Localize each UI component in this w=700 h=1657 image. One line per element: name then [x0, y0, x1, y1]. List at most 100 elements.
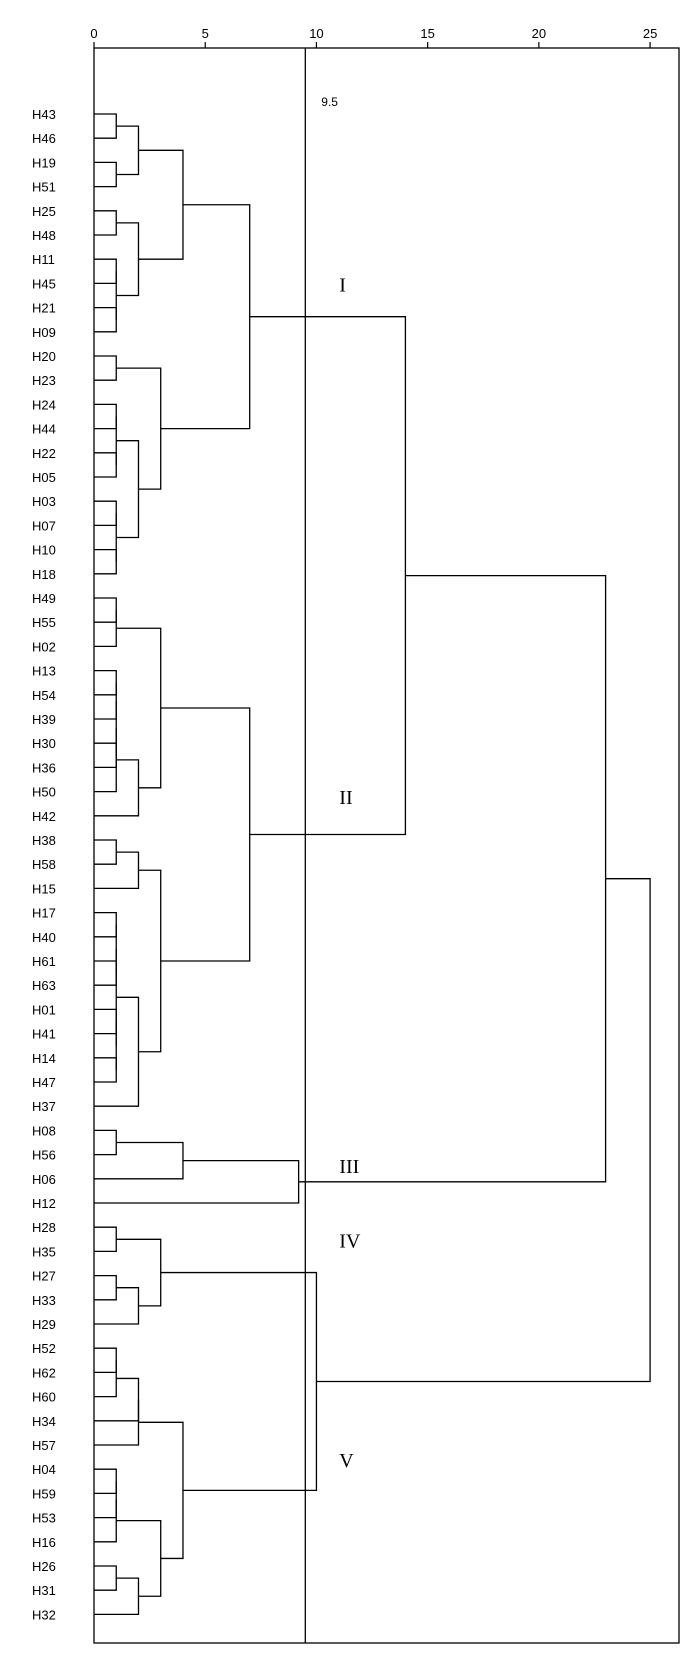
leaf-label-h07: H07 [32, 518, 56, 533]
leaf-label-h54: H54 [32, 688, 56, 703]
dendrogram-link-m16 [116, 440, 140, 539]
cluster-label-4: IV [339, 1230, 361, 1252]
x-tick-label: 10 [309, 26, 323, 41]
leaf-label-h46: H46 [32, 131, 56, 146]
leaf-label-h17: H17 [32, 906, 56, 921]
dendrogram-link-m13 [94, 500, 117, 527]
dendrogram-link-m19 [94, 597, 117, 623]
leaf-label-h26: H26 [32, 1559, 56, 1574]
dendrogram-link-m33 [94, 1008, 117, 1035]
leaf-label-h31: H31 [32, 1583, 56, 1598]
leaf-label-h02: H02 [32, 639, 56, 654]
leaf-label-h12: H12 [32, 1196, 56, 1211]
leaf-label-h58: H58 [32, 857, 56, 872]
leaf-label-h51: H51 [32, 180, 56, 195]
leaf-label-h52: H52 [32, 1341, 56, 1356]
x-tick-label: 0 [90, 26, 97, 41]
dendrogram-link-m30 [94, 911, 117, 938]
cluster-label-2: II [339, 787, 352, 809]
leaf-label-h13: H13 [32, 664, 56, 679]
x-tick-label: 5 [202, 26, 209, 41]
x-tick-label: 15 [420, 26, 434, 41]
cluster-label-1: I [339, 275, 346, 297]
dendrogram-link-m31 [94, 960, 117, 986]
dendrogram-link-m4 [94, 258, 117, 285]
dendrogram-link-m55 [94, 1499, 117, 1543]
leaf-label-h44: H44 [32, 422, 56, 437]
leaf-label-h19: H19 [32, 155, 56, 170]
dendrogram-link-m52 [94, 1399, 140, 1446]
leaf-label-h04: H04 [32, 1462, 56, 1477]
leaf-label-h36: H36 [32, 760, 56, 775]
leaf-label-h06: H06 [32, 1172, 56, 1187]
leaf-label-h08: H08 [32, 1123, 56, 1138]
leaf-label-h01: H01 [32, 1002, 56, 1017]
dendrogram-link-m18 [160, 204, 251, 430]
dendrogram-link-m0 [94, 113, 117, 139]
cluster-label-3: III [339, 1156, 359, 1178]
dendrogram-link-m23 [94, 742, 117, 769]
leaf-label-h18: H18 [32, 567, 56, 582]
leaf-label-h40: H40 [32, 930, 56, 945]
dendrogram-link-m21 [94, 669, 117, 696]
leaf-label-h23: H23 [32, 373, 56, 388]
leaf-label-h34: H34 [32, 1414, 56, 1429]
dendrogram-link-m48 [116, 1238, 162, 1307]
dendrogram-link-m14 [94, 548, 117, 575]
leaf-label-h38: H38 [32, 833, 56, 848]
leaf-label-h27: H27 [32, 1269, 56, 1284]
leaf-label-h49: H49 [32, 591, 56, 606]
dendrogram-link-m22 [94, 682, 117, 720]
dendrogram-link-m46 [94, 1274, 117, 1301]
dendrogram-link-m7 [116, 222, 140, 297]
dendrogram-link-m59 [138, 1421, 184, 1560]
dendrogram-link-m54 [94, 1481, 117, 1519]
x-tick-label: 20 [532, 26, 546, 41]
dendrogram-link-m60 [160, 1271, 318, 1492]
leaf-label-h37: H37 [32, 1099, 56, 1114]
dendrogram-link-m9 [94, 355, 117, 381]
dendrogram-link-m43 [94, 1160, 300, 1204]
dendrogram-link-m53 [94, 1468, 117, 1495]
leaf-label-h29: H29 [32, 1317, 56, 1332]
leaf-label-h09: H09 [32, 325, 56, 340]
leaf-label-h42: H42 [32, 809, 56, 824]
dendrogram-link-m10 [94, 403, 117, 430]
dendrogram-link-m11 [94, 452, 117, 478]
leaf-label-h43: H43 [32, 107, 56, 122]
leaf-label-h33: H33 [32, 1293, 56, 1308]
leaf-label-h59: H59 [32, 1486, 56, 1501]
dendrogram-link-m38 [138, 869, 162, 1053]
leaf-label-h32: H32 [32, 1607, 56, 1622]
leaf-label-h21: H21 [32, 301, 56, 316]
leaf-label-h30: H30 [32, 736, 56, 751]
dendrogram-link-m2 [116, 125, 140, 176]
leaf-label-h24: H24 [32, 397, 56, 412]
leaf-label-h41: H41 [32, 1027, 56, 1042]
dendrogram-link-m20 [94, 610, 117, 648]
dendrogram-link-m34 [94, 1057, 117, 1083]
dendrogram-link-m40 [249, 316, 407, 836]
dendrogram-link-m61 [316, 878, 651, 1383]
leaf-label-h55: H55 [32, 615, 56, 630]
leaf-label-h56: H56 [32, 1148, 56, 1163]
dendrogram-link-m44 [298, 574, 607, 1183]
dendrogram-link-m25 [94, 728, 117, 793]
leaf-label-h60: H60 [32, 1390, 56, 1405]
dendrogram-link-m58 [116, 1519, 162, 1597]
leaf-label-h63: H63 [32, 978, 56, 993]
leaf-label-h03: H03 [32, 494, 56, 509]
leaf-label-h53: H53 [32, 1511, 56, 1526]
dendrogram-link-m45 [94, 1226, 117, 1253]
dendrogram-link-m39 [160, 707, 251, 962]
dendrogram-link-m42 [94, 1141, 184, 1180]
leaf-label-h62: H62 [32, 1365, 56, 1380]
leaf-label-h20: H20 [32, 349, 56, 364]
dendrogram-link-m56 [94, 1565, 117, 1591]
leaf-label-h57: H57 [32, 1438, 56, 1453]
dendrogram-link-m5 [94, 306, 117, 333]
leaf-label-h61: H61 [32, 954, 56, 969]
leaf-label-h48: H48 [32, 228, 56, 243]
dendrogram-link-m28 [94, 839, 117, 865]
